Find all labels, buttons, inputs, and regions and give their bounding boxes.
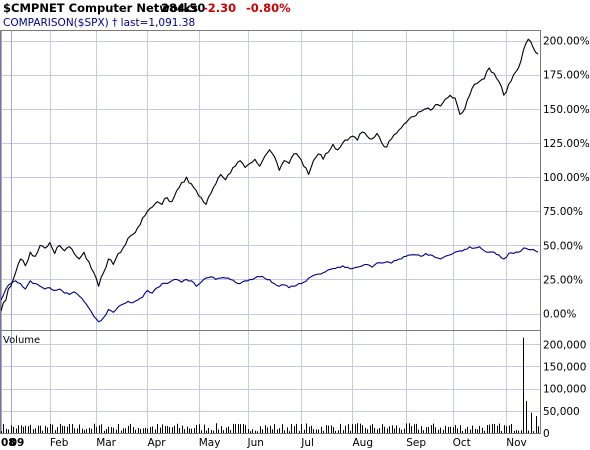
volume-tick-label: 100,000	[543, 384, 586, 396]
series-layer	[0, 38, 539, 323]
price-change: -2.30	[203, 1, 236, 15]
price-change-pct: -0.80%	[246, 1, 291, 15]
x-tick-label: 08	[1, 437, 16, 449]
comparison-legend: COMPARISON($SPX) † last=1,091.38	[3, 17, 195, 29]
x-tick-label: May	[199, 437, 221, 449]
x-tick-label: Apr	[147, 437, 166, 449]
price-tick-label: 175.00%	[543, 70, 590, 82]
x-tick-label: Sep	[406, 437, 426, 449]
price-tick-label: 150.00%	[543, 104, 590, 116]
series-line-spx-comparison	[0, 246, 539, 323]
x-tick-label: Mar	[96, 437, 116, 449]
x-tick-label: Jun	[247, 437, 264, 449]
price-tick-label: 100.00%	[543, 172, 590, 184]
grid	[1, 31, 540, 434]
x-tick-label: 09	[10, 437, 25, 449]
price-tick-label: 25.00%	[543, 274, 583, 286]
x-tick-label: Nov	[506, 437, 527, 449]
series-line-cmpnet	[0, 38, 539, 312]
volume-panel-frame	[0, 330, 541, 434]
last-price: 284.50	[161, 1, 205, 15]
price-tick-label: 50.00%	[543, 240, 583, 252]
y-axis-labels: 0.00% 25.00% 50.00% 75.00% 100.00% 125.00% 150…	[543, 36, 590, 440]
price-tick-label: 200.00%	[543, 36, 590, 48]
price-tick-label: 0.00%	[543, 309, 576, 321]
x-tick-label: Jul	[300, 437, 314, 449]
price-tick-label: 125.00%	[543, 138, 590, 150]
x-tick-label: Aug	[352, 437, 373, 449]
x-tick-label: Feb	[50, 437, 69, 449]
volume-tick-label: 150,000	[543, 361, 586, 373]
volume-tick-label: 50,000	[543, 406, 580, 418]
volume-bars	[1, 337, 539, 433]
x-tick-label: Oct	[453, 437, 471, 449]
volume-tick-label: 200,000	[543, 339, 586, 351]
volume-label: Volume	[3, 335, 40, 346]
volume-tick-label: 0	[543, 428, 550, 440]
chart-title: $CMPNET Computer Networks	[3, 1, 198, 15]
price-tick-label: 75.00%	[543, 206, 583, 218]
